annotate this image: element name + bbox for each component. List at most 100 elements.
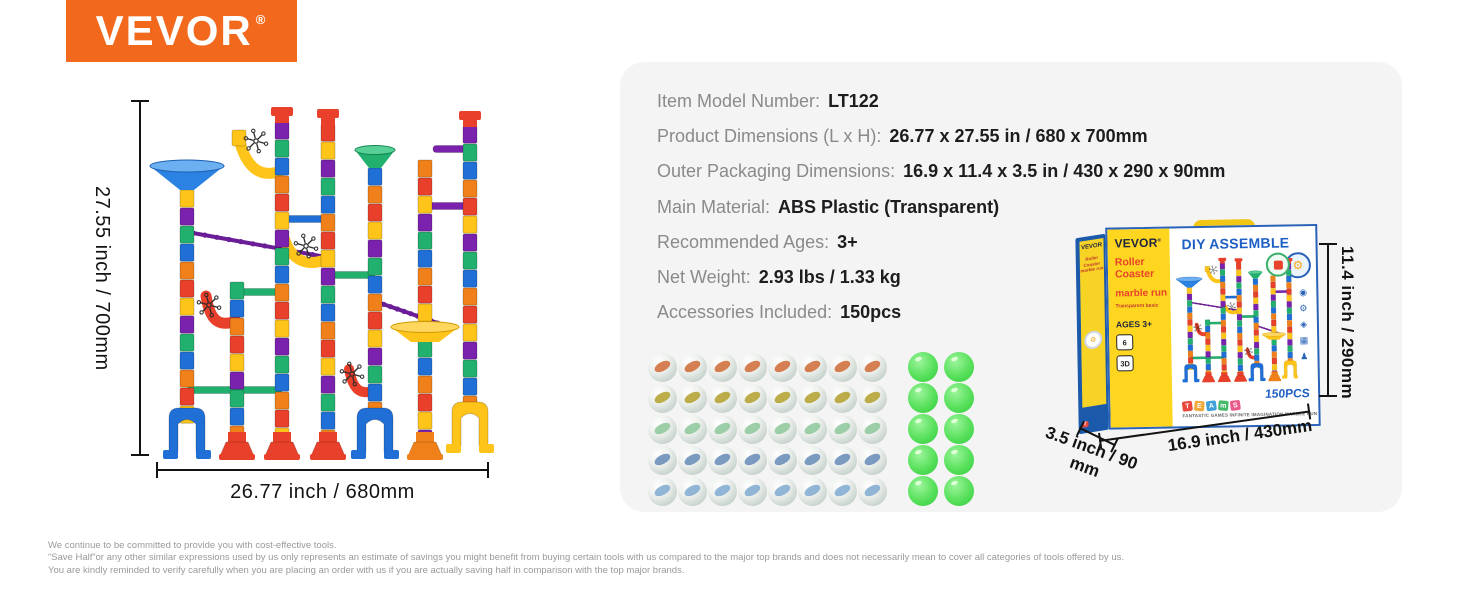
marble-run-graphic [149, 107, 494, 460]
spec-row-accessories: Accessories Included: 150pcs [657, 295, 1225, 330]
glass-marble [828, 383, 857, 413]
box-front-panel: VEVOR® Roller Coaster marble run Transpar… [1105, 223, 1321, 430]
teams-letter: A [1205, 400, 1217, 412]
box-side-brand: VEVOR [1081, 242, 1103, 252]
glass-marble [858, 445, 887, 475]
glass-marble [858, 383, 887, 413]
feature-icon: ▦ [1299, 335, 1309, 346]
glass-marble [738, 414, 767, 444]
glass-marble [708, 445, 737, 475]
spec-label: Main Material: [657, 196, 771, 217]
box-side-inner: VEVOR Roller Coaster marble run ⚙ [1079, 237, 1107, 408]
glass-marble [708, 383, 737, 413]
disclaimer-line: We continue to be committed to provide y… [48, 540, 337, 551]
glass-marble [828, 352, 857, 382]
glass-marble [708, 476, 737, 506]
glass-marble [648, 352, 677, 382]
glass-marble [678, 476, 707, 506]
glass-marble [708, 414, 737, 444]
spec-value: 3+ [837, 231, 858, 252]
glow-marble [944, 476, 974, 506]
product-width-label: 26.77 inch / 680mm [230, 481, 415, 503]
spec-row-ages: Recommended Ages: 3+ [657, 225, 1225, 260]
marble-row [648, 445, 974, 475]
feature-icon: ◈ [1300, 319, 1308, 330]
glass-marble [648, 414, 677, 444]
glow-marble [908, 476, 938, 506]
spec-label: Product Dimensions (L x H): [657, 126, 882, 147]
glow-marble [908, 383, 938, 413]
spec-row-model: Item Model Number: LT122 [657, 84, 1225, 119]
spec-row-material: Main Material: ABS Plastic (Transparent) [657, 190, 1225, 225]
spec-value: 150pcs [840, 302, 902, 323]
spec-value: 26.77 x 27.55 in / 680 x 700mm [889, 126, 1148, 147]
glass-marble [678, 445, 707, 475]
feature-icon: ♟ [1300, 351, 1309, 362]
glass-marble [768, 352, 797, 382]
glass-marble [768, 476, 797, 506]
box-height-label: 11.4 inch / 290mm [1338, 246, 1357, 400]
registered-mark: ® [255, 11, 268, 27]
box-badge-3d: 3D [1116, 355, 1134, 372]
glow-marble [908, 352, 938, 382]
glass-marble [738, 445, 767, 475]
disclaimer-line: “Save Half”or any other similar expressi… [48, 552, 1124, 564]
teams-letter: T [1181, 400, 1193, 412]
spec-row-product-dimensions: Product Dimensions (L x H): 26.77 x 27.55… [657, 119, 1225, 154]
spec-label: Item Model Number: [657, 91, 821, 112]
spec-row-packaging-dimensions: Outer Packaging Dimensions: 16.9 x 11.4 x… [657, 154, 1225, 189]
glass-marble [678, 352, 707, 382]
glow-marble [944, 414, 974, 444]
glass-marble [828, 445, 857, 475]
box-feature-icons: ◉ ⚙ ◈ ▦ ♟ [1299, 287, 1309, 362]
glass-marble [678, 414, 707, 444]
glow-marble [944, 445, 974, 475]
box-registered-mark: ® [1157, 237, 1162, 244]
spec-value: 16.9 x 11.4 x 3.5 in / 430 x 290 x 90mm [903, 161, 1226, 182]
glass-marble [828, 476, 857, 506]
disclaimer-line: You are kindly reminded to verify carefu… [48, 564, 685, 576]
glass-marble [768, 445, 797, 475]
marble-row [648, 383, 974, 413]
glass-marble [708, 352, 737, 382]
glass-marble [648, 476, 677, 506]
teams-letter: m [1217, 400, 1229, 412]
teams-letter: E [1193, 400, 1205, 412]
marble-row [648, 476, 974, 506]
marbles-grid [648, 352, 974, 507]
glass-marble [798, 414, 827, 444]
width-dimension-line [156, 462, 489, 478]
glass-marble [738, 476, 767, 506]
marble-row [648, 414, 974, 444]
box-ages-label: AGES 3+ [1115, 318, 1153, 330]
spec-value: ABS Plastic (Transparent) [778, 196, 1000, 217]
box-title: DIY ASSEMBLE [1181, 234, 1290, 253]
brand-logo: VEVOR ® [66, 0, 297, 62]
teams-letter: S [1229, 399, 1241, 411]
spec-label: Recommended Ages: [657, 231, 830, 252]
glass-marble [768, 414, 797, 444]
box-height-dimension-line [1319, 243, 1337, 397]
spec-card: Item Model Number: LT122 Product Dimensio… [620, 62, 1402, 512]
glass-marble [798, 352, 827, 382]
product-height-label: 27.55 inch / 700mm [91, 185, 113, 371]
spec-list: Item Model Number: LT122 Product Dimensio… [657, 84, 1225, 330]
spec-row-weight: Net Weight: 2.93 lbs / 1.33 kg [657, 260, 1225, 295]
height-dimension-line [131, 100, 149, 456]
box-brand: VEVOR® [1114, 235, 1162, 251]
box-side-panel: VEVOR Roller Coaster marble run ⚙ T [1075, 233, 1109, 435]
glow-marble [908, 414, 938, 444]
spec-label: Net Weight: [657, 267, 751, 288]
box-transparent-chip: Transparent basic [1115, 302, 1159, 310]
glass-marble [648, 383, 677, 413]
box-marble-run-label: marble run [1115, 287, 1168, 300]
box-yellow-strip: VEVOR® Roller Coaster marble run Transpar… [1107, 228, 1173, 428]
brand-logo-text: VEVOR [95, 7, 253, 54]
spec-value: LT122 [828, 91, 879, 112]
glow-marble [908, 445, 938, 475]
box-side-wheel-icon: ⚙ [1084, 328, 1103, 350]
glass-marble [828, 414, 857, 444]
spec-label: Accessories Included: [657, 302, 833, 323]
disclaimer: We continue to be committed to provide y… [48, 540, 1124, 577]
